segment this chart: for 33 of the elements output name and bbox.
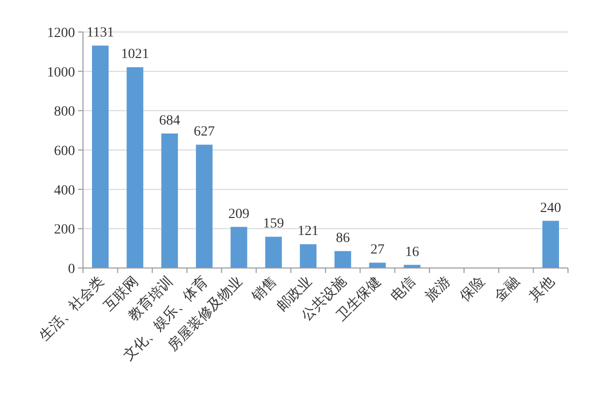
data-label: 1021	[120, 47, 149, 62]
bar	[334, 251, 352, 268]
data-label: 27	[370, 242, 384, 258]
y-tick-label: 800	[54, 104, 75, 120]
bar	[196, 144, 213, 268]
x-tick-label: 其他	[526, 274, 558, 305]
y-tick-label: 1000	[47, 65, 75, 80]
x-tick-label: 旅游	[422, 274, 454, 305]
data-label: 209	[228, 206, 250, 222]
bar	[369, 262, 386, 268]
bar	[230, 226, 248, 268]
data-label: 16	[405, 244, 420, 260]
data-label: 684	[159, 113, 180, 128]
bar	[126, 67, 144, 268]
y-tick-label: 400	[54, 183, 75, 198]
bar	[300, 244, 316, 268]
data-label: 627	[194, 124, 215, 140]
bar	[92, 46, 109, 268]
y-tick-label: 200	[54, 222, 75, 238]
data-label: 1131	[86, 26, 114, 41]
x-tick-label: 电信	[388, 274, 419, 305]
data-label: 121	[298, 224, 319, 240]
y-tick-label: 1200	[47, 26, 75, 41]
bar	[542, 220, 559, 268]
x-tick-label: 金融	[492, 274, 523, 305]
data-label: 240	[540, 200, 562, 216]
data-label: 159	[263, 216, 284, 232]
y-tick-label: 600	[54, 144, 75, 159]
data-label: 86	[336, 231, 350, 246]
bar	[265, 236, 282, 268]
y-tick-label: 0	[68, 262, 75, 277]
x-tick-label: 保险	[457, 274, 488, 305]
bar	[161, 133, 178, 268]
